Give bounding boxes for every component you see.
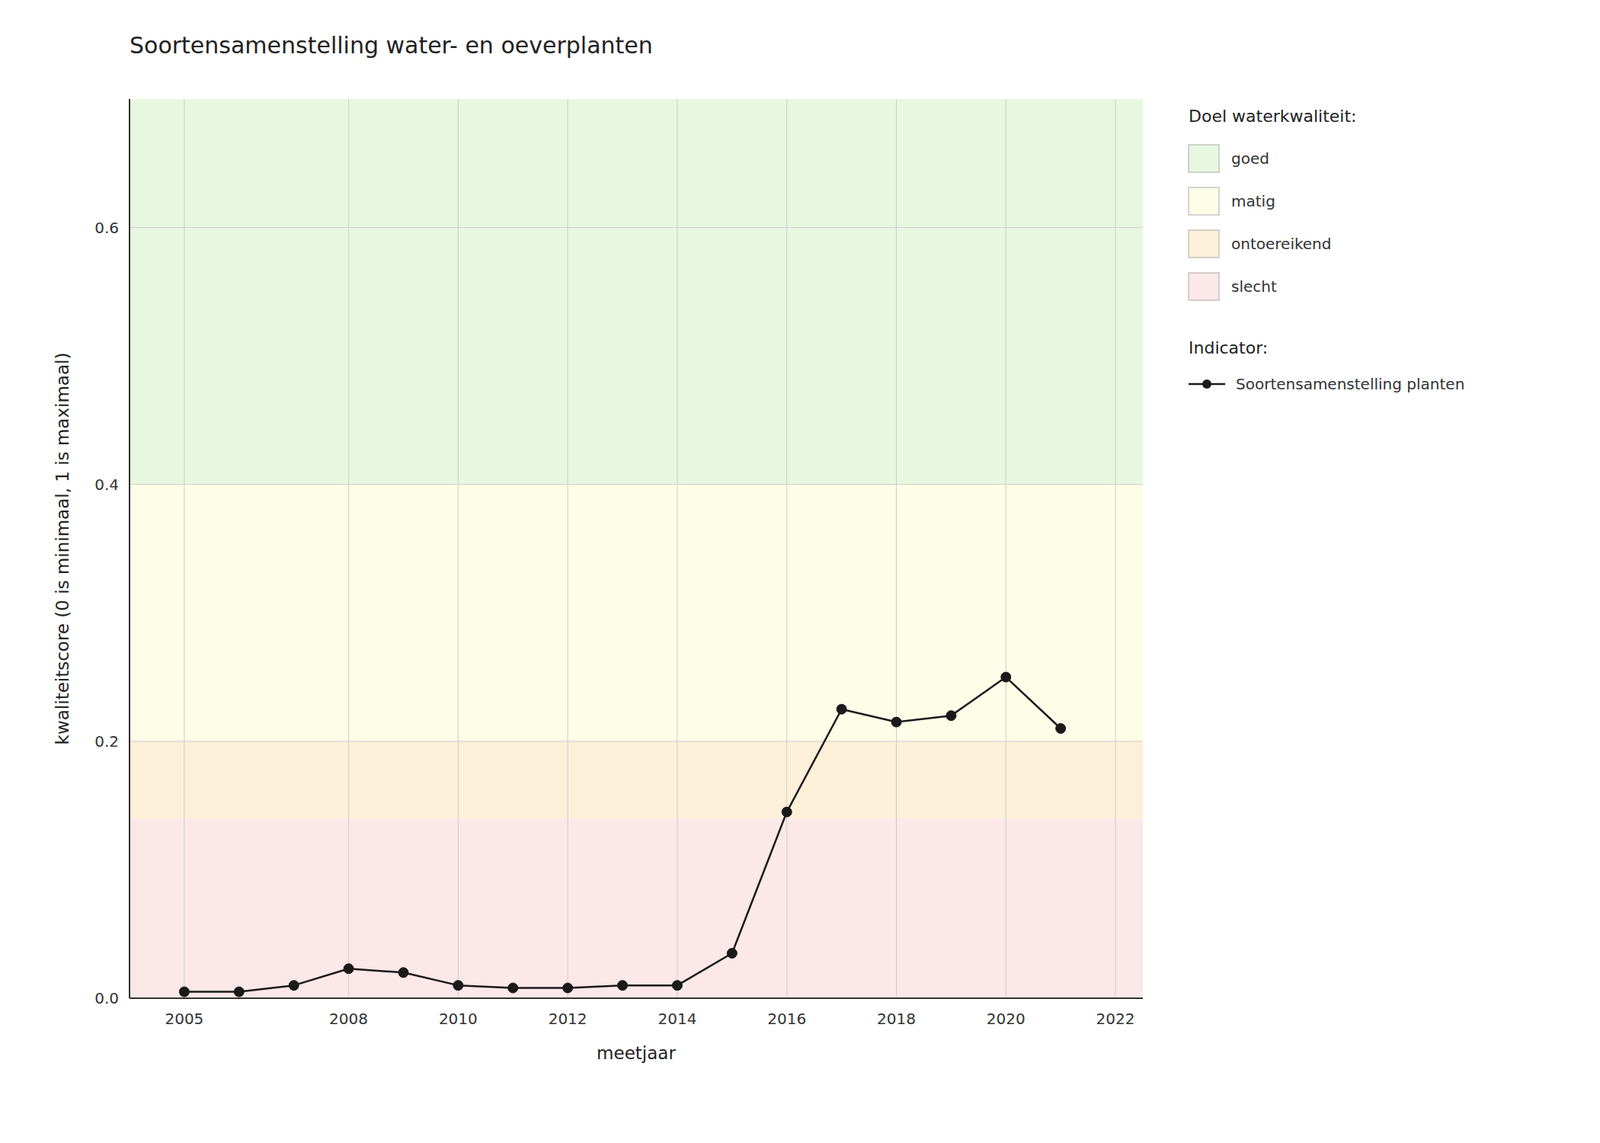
legend-swatch [1188,272,1220,301]
series-marker [836,704,847,714]
x-tick-label: 2020 [986,1009,1026,1028]
series-line [184,677,1061,992]
x-tick-label: 2018 [876,1009,916,1028]
legend-swatch [1188,187,1220,215]
series-marker [233,986,244,997]
y-tick-label: 0.6 [94,218,119,237]
grid-line-x [1115,99,1117,999]
series-marker [891,716,902,727]
grid-line-x [567,99,569,999]
legend-title: Indicator: [1188,338,1268,358]
chart-container: Soortensamenstelling water- en oeverplan… [0,0,1600,1143]
title: Soortensamenstelling water- en oeverplan… [129,32,653,59]
series-marker [179,986,189,997]
series-marker [1001,672,1012,682]
grid-line-x [786,99,788,999]
grid-line-y [129,740,1143,742]
legend-label: Soortensamenstelling planten [1235,374,1465,394]
band [129,484,1143,742]
x-tick-label: 2008 [329,1009,368,1028]
grid-line-x [676,99,678,999]
legend-swatch [1188,230,1220,258]
band [129,818,1143,999]
grid [129,99,1143,999]
grid-line-y [129,483,1143,485]
band [129,99,1143,485]
grid-line-x [896,99,897,999]
x-tick-label: 2022 [1096,1009,1136,1028]
grid-line-x [1005,99,1007,999]
legend-label: matig [1231,192,1276,211]
legend: Doel waterkwaliteit: goed matig ontoereiken… [1188,106,1465,394]
legend-swatch [1188,144,1220,173]
grid-line-y [129,998,1143,999]
series-marker [508,982,519,993]
y-tick-label: 0.4 [94,475,119,494]
x-tick-label: 2016 [767,1009,807,1028]
x-tick-label: 2014 [657,1009,697,1028]
y-tick-label: 0.2 [94,732,119,751]
grid-line-x [183,99,185,999]
series-marker [453,980,464,991]
y-axis-label: kwaliteitscore (0 is minimaal, 1 is maxi… [52,352,73,746]
series-marker [1056,723,1066,734]
series-marker [617,980,628,991]
series-marker [563,982,573,993]
x-axis-label: meetjaar [596,1043,676,1063]
series-marker [726,948,737,959]
band [129,741,1143,819]
series-marker [343,963,354,974]
x-tick-label: 2012 [548,1009,588,1028]
series-marker [288,980,299,991]
chart-svg: Soortensamenstelling water- en oeverplan… [0,0,1600,1143]
y-axis-line [128,99,131,999]
series-marker [946,710,957,721]
y-tick-label: 0.0 [94,988,119,1008]
x-tick-label: 2010 [438,1009,478,1028]
x-tick-label: 2005 [164,1009,204,1028]
legend-label: goed [1231,149,1270,168]
series-marker [781,806,792,817]
legend-title: Doel waterkwaliteit: [1188,106,1357,126]
grid-line-x [457,99,459,999]
legend-marker [1202,379,1212,389]
bands [129,99,1143,999]
ticks: 2005 2008 2010 2012 2014 2016 2018 2020 2022 0.0 0… [94,218,1135,1028]
legend-label: slecht [1231,277,1277,296]
x-axis-line [129,997,1143,999]
legend-label: ontoereikend [1231,234,1332,253]
data [179,672,1066,997]
series-marker [398,967,409,978]
grid-line-y [129,227,1143,228]
grid-line-x [348,99,349,999]
series-marker [672,980,682,991]
